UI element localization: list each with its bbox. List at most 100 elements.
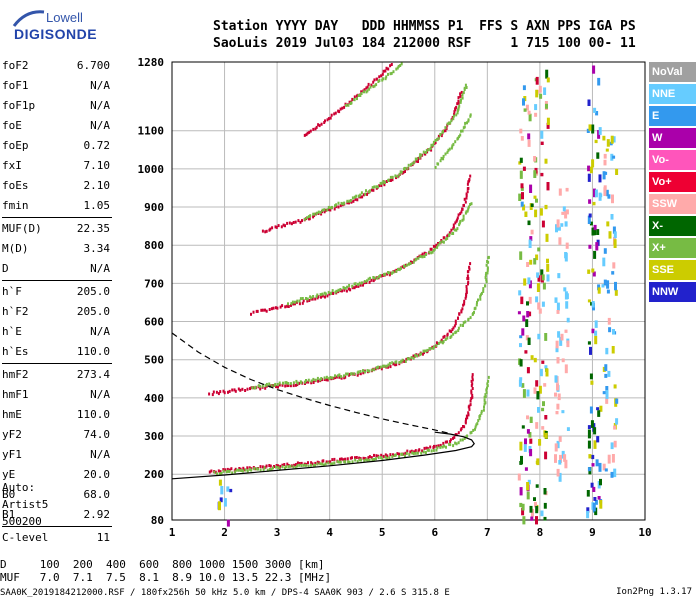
echo-point	[248, 467, 251, 471]
echo-point	[318, 124, 321, 128]
echo-block	[520, 455, 523, 465]
echo-point	[301, 301, 304, 305]
y-tick-label: 800	[144, 239, 164, 252]
echo-point	[281, 463, 284, 467]
echo-point	[296, 299, 299, 303]
echo-point	[386, 454, 389, 458]
echo-point	[392, 362, 395, 366]
echo-point	[386, 272, 389, 276]
echo-point	[389, 179, 392, 182]
echo-point	[469, 174, 472, 178]
echo-point	[400, 62, 403, 66]
echo-point	[365, 458, 368, 462]
echo-point	[377, 365, 380, 369]
header-values: SaoLuis 2019 Jul03 184 212000 RSF 1 715 …	[213, 36, 636, 51]
echo-point	[362, 371, 365, 375]
echo-point	[335, 203, 338, 207]
echo-point	[340, 201, 343, 205]
echo-point	[298, 381, 301, 385]
echo-block	[534, 112, 538, 117]
echo-point	[435, 444, 438, 448]
echo-point	[448, 329, 451, 333]
param-name: hmF1	[2, 388, 29, 401]
echo-point	[437, 134, 440, 138]
echo-point	[333, 112, 336, 116]
echo-point	[310, 296, 313, 300]
echo-point	[467, 413, 470, 417]
echo-point	[330, 113, 333, 117]
param-value: 2.10	[83, 179, 111, 192]
echo-point	[341, 106, 344, 110]
param-value: 3.34	[83, 242, 111, 255]
echo-point	[275, 225, 278, 229]
echo-point	[264, 386, 267, 390]
x-tick-label: 7	[484, 526, 491, 539]
echo-point	[446, 122, 449, 126]
echo-point	[455, 228, 458, 232]
legend-vo-: Vo+	[649, 172, 696, 192]
echo-point	[469, 113, 472, 117]
echo-block	[540, 172, 544, 177]
echo-point	[271, 226, 274, 230]
echo-block	[613, 468, 617, 478]
echo-block	[603, 187, 607, 196]
echo-point	[331, 462, 334, 466]
echo-block	[564, 221, 568, 227]
echo-point	[465, 196, 468, 200]
param-row: B1 2.92	[2, 505, 110, 525]
param-row: h`Es 110.0	[2, 342, 110, 362]
echo-point	[442, 130, 444, 133]
echo-point	[453, 435, 456, 439]
echo-point	[392, 270, 395, 274]
echo-point	[460, 309, 463, 313]
echo-point	[237, 387, 240, 391]
echo-block	[220, 486, 224, 495]
echo-point	[373, 457, 376, 461]
echo-block	[606, 139, 610, 147]
echo-block	[557, 226, 561, 231]
echo-point	[259, 384, 261, 388]
echo-point	[323, 210, 326, 214]
echo-point	[381, 274, 384, 277]
echo-block	[543, 87, 547, 95]
echo-block	[556, 383, 559, 391]
echo-point	[334, 374, 336, 378]
echo-point	[358, 458, 361, 462]
echo-block	[534, 104, 538, 111]
echo-block	[565, 209, 569, 215]
echo-point	[440, 156, 443, 160]
echo-block	[586, 490, 590, 497]
echo-point	[355, 194, 358, 198]
echo-point	[387, 67, 390, 71]
echo-point	[430, 148, 433, 152]
echo-block	[560, 223, 564, 227]
logo-swoosh-icon	[12, 10, 45, 27]
echo-point	[355, 456, 358, 459]
echo-point	[468, 267, 471, 271]
echo-block	[593, 107, 597, 113]
legend-e: E	[649, 106, 696, 126]
echo-point	[281, 304, 284, 308]
echo-point	[467, 280, 470, 284]
echo-block	[593, 440, 597, 449]
echo-point	[307, 380, 310, 384]
echo-block	[537, 247, 541, 252]
echo-block	[546, 274, 550, 282]
echo-point	[414, 451, 417, 455]
echo-block	[588, 199, 592, 204]
echo-block	[555, 411, 559, 415]
echo-point	[340, 375, 343, 379]
plot-frame	[171, 61, 646, 521]
echo-block	[561, 358, 565, 363]
echo-point	[465, 194, 468, 198]
echo-point	[392, 70, 395, 74]
echo-point	[249, 387, 251, 391]
echo-point	[222, 389, 225, 393]
echo-point	[378, 79, 381, 82]
echo-block	[610, 135, 614, 144]
echo-block	[533, 258, 537, 265]
echo-point	[454, 322, 457, 326]
echo-point	[270, 468, 273, 472]
echo-point	[410, 356, 413, 359]
echo-block	[535, 484, 539, 488]
